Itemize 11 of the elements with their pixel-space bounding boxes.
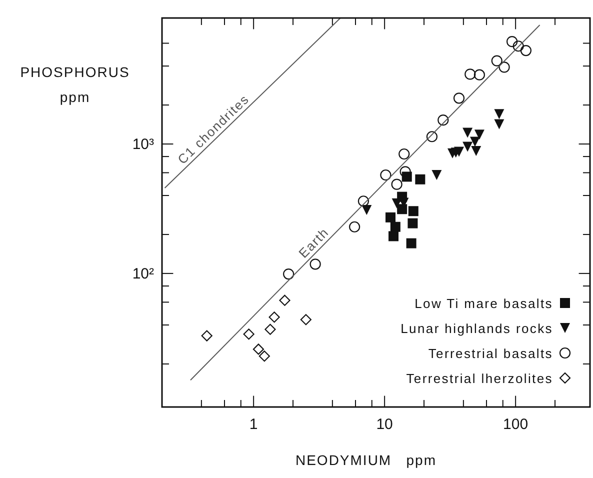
x-tick-label: 100 [503, 416, 528, 433]
legend-label: Low Ti mare basalts [414, 296, 553, 311]
x-axis-title: NEODYMIUM ppm [295, 452, 437, 468]
x-tick-label: 10 [376, 416, 393, 433]
legend-label: Terrestrial lherzolites [406, 371, 553, 386]
legend-label: Lunar highlands rocks [400, 321, 553, 336]
y-tick-label: 10³ [132, 136, 154, 153]
legend-label: Terrestrial basalts [428, 346, 553, 361]
y-tick-label: 10² [132, 265, 154, 282]
y-axis-title: PHOSPHORUS ppm [20, 64, 130, 105]
x-tick-label: 1 [249, 416, 258, 433]
